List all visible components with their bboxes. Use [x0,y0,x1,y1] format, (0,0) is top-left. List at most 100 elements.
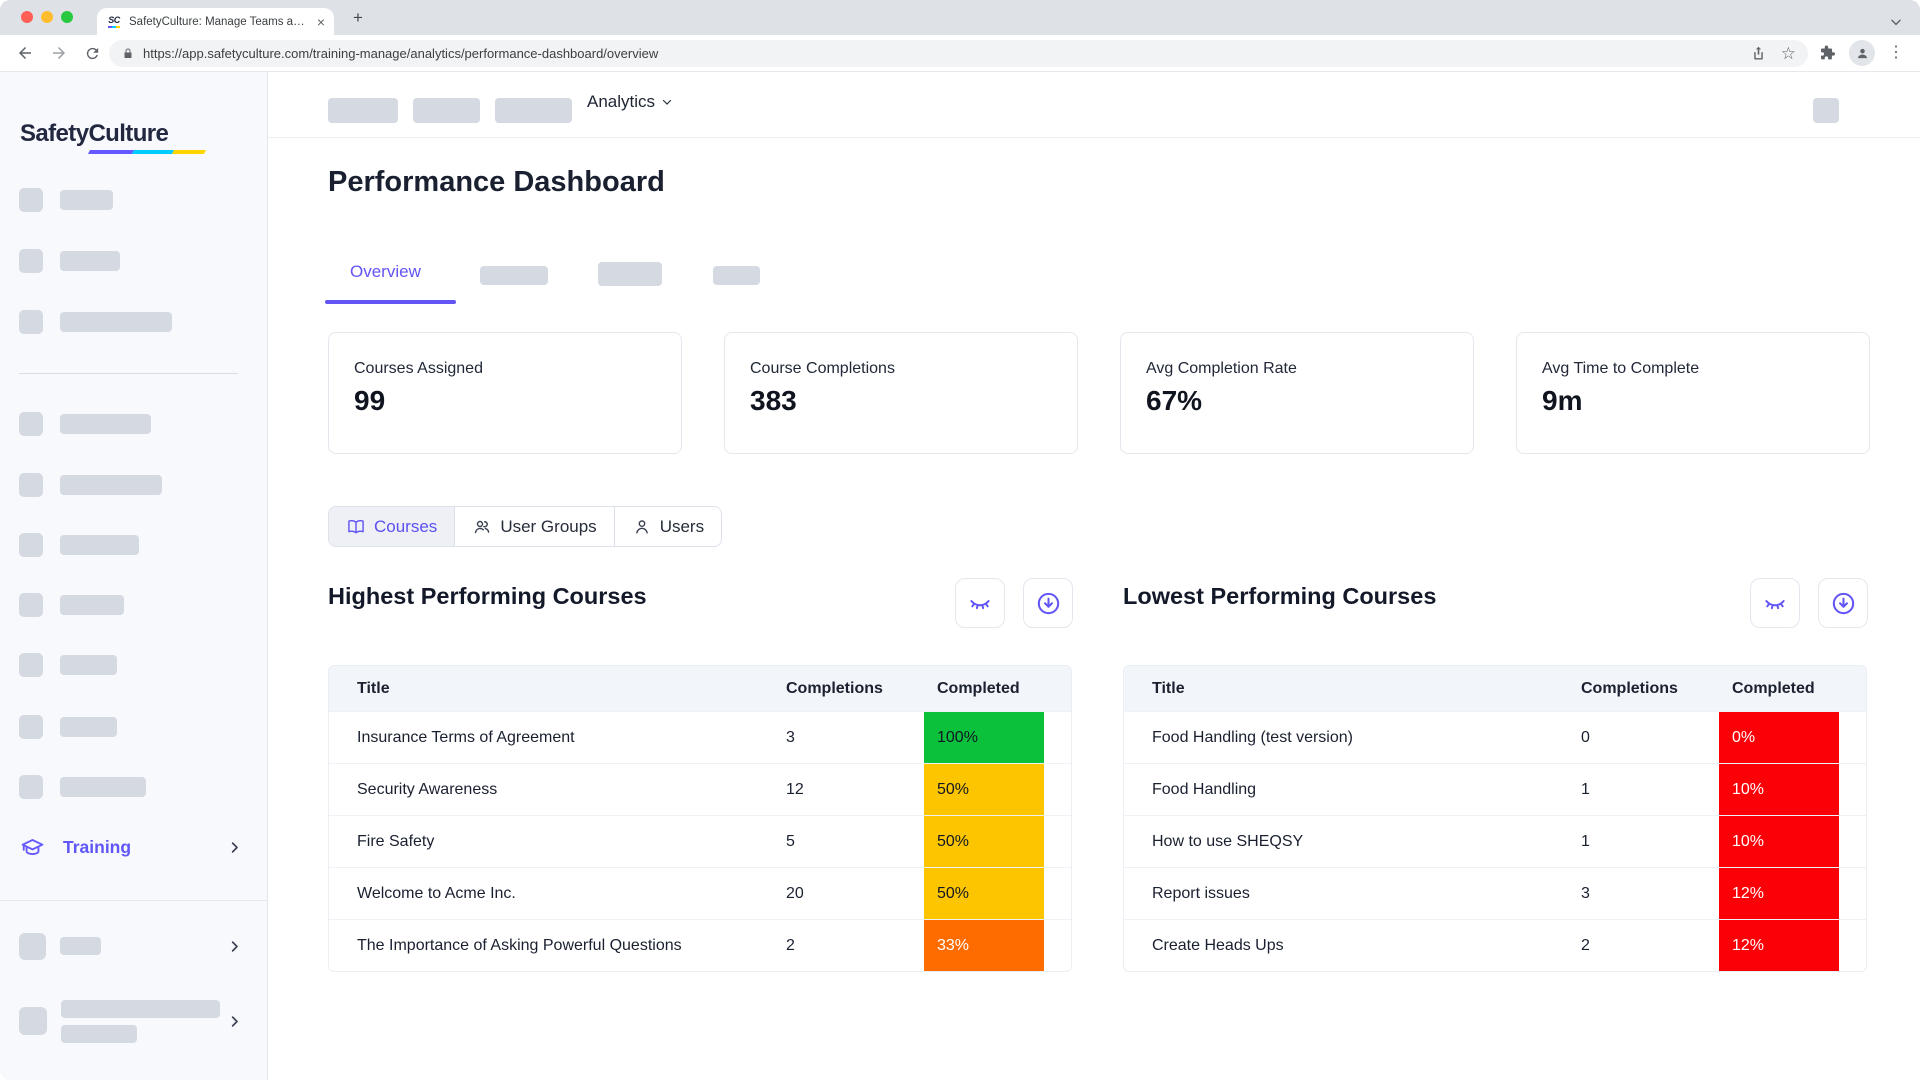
main-content: Analytics Performance Dashboard Overview… [268,72,1920,1080]
sidebar-skeleton-item [19,593,124,617]
chevron-right-icon [227,840,242,855]
lock-icon [122,47,134,60]
stat-card: Courses Assigned 99 [328,332,682,454]
highest-performing-heading: Highest Performing Courses [328,583,647,609]
browser-menu-icon[interactable]: ⋮ [1888,44,1904,61]
sidebar-item-training[interactable]: Training [0,833,268,861]
course-title: Food Handling (test version) [1152,728,1353,746]
sidebar-skeleton-item [19,249,120,273]
completed-percent: 50% [924,816,1044,867]
completed-cell: 12% [1719,920,1839,971]
user-group-icon [475,520,490,533]
new-tab-button[interactable]: + [353,8,363,27]
stat-label: Course Completions [750,360,895,377]
table-header: Title Completions Completed [329,666,1071,711]
url-text: https://app.safetyculture.com/training-m… [143,45,659,61]
segment-courses[interactable]: Courses [329,507,456,546]
completions-value: 12 [786,780,804,798]
eye-closed-icon [970,600,990,610]
sidebar-skeleton-item [19,188,113,212]
completions-value: 2 [786,936,795,954]
tab-close-icon[interactable]: × [316,13,325,30]
logo-gradient-underline [87,150,207,154]
user-icon [635,519,648,534]
topbar-right-skeleton [1813,98,1839,123]
graduation-cap-icon [20,835,45,860]
segment-user-groups[interactable]: User Groups [455,507,615,546]
segment-label: User Groups [500,516,597,536]
table-row[interactable]: Insurance Terms of Agreement 3 100% [329,711,1071,763]
eye-closed-icon [1765,600,1785,610]
analytics-dropdown[interactable]: Analytics [587,92,673,112]
sidebar-divider [19,373,238,374]
completed-percent: 12% [1719,920,1839,971]
breadcrumb-skeleton [495,98,572,123]
breadcrumb-bar: Analytics [268,72,1920,138]
table-row[interactable]: Report issues 3 12% [1124,867,1866,919]
completed-percent: 12% [1719,868,1839,919]
sidebar: SafetyCulture Training [0,72,268,1080]
maximize-window-icon[interactable] [61,11,73,23]
completed-percent: 10% [1719,764,1839,815]
browser-tab[interactable]: SC SafetyCulture: Manage Teams and ... × [97,8,334,35]
profile-avatar[interactable] [1849,40,1875,66]
hide-highest-button[interactable] [955,578,1005,628]
completions-value: 20 [786,884,804,902]
column-title: Title [1152,679,1185,697]
window-controls[interactable] [21,11,73,23]
table-header: Title Completions Completed [1124,666,1866,711]
completions-value: 2 [1581,936,1590,954]
stat-label: Avg Time to Complete [1542,360,1700,377]
table-row[interactable]: Security Awareness 12 50% [329,763,1071,815]
chevron-right-icon [227,1014,242,1029]
download-highest-button[interactable] [1023,578,1073,628]
column-completions: Completions [786,679,883,697]
column-completed: Completed [937,679,1020,697]
close-window-icon[interactable] [21,11,33,23]
address-bar[interactable]: https://app.safetyculture.com/training-m… [109,39,1808,67]
completions-value: 1 [1581,780,1590,798]
view-switcher: Courses User Groups Users [328,506,723,547]
completed-percent: 33% [924,920,1044,971]
table-row[interactable]: Welcome to Acme Inc. 20 50% [329,867,1071,919]
sidebar-bottom-item[interactable] [0,998,268,1044]
analytics-label: Analytics [587,92,656,111]
column-completed: Completed [1732,679,1815,697]
completed-cell: 12% [1719,868,1839,919]
completed-cell: 0% [1719,712,1839,763]
extensions-puzzle-icon[interactable] [1818,44,1836,62]
stat-value: 99 [354,385,386,416]
completed-cell: 33% [924,920,1044,971]
completed-cell: 50% [924,868,1044,919]
table-row[interactable]: Food Handling (test version) 0 0% [1124,711,1866,763]
completed-percent: 100% [924,712,1044,763]
course-title: Security Awareness [357,780,498,798]
active-tab-underline [325,300,456,304]
sidebar-skeleton-item [19,412,151,436]
lowest-performing-table: Title Completions Completed Food Handlin… [1123,665,1867,972]
hide-lowest-button[interactable] [1750,578,1800,628]
sidebar-skeleton-item [19,653,117,677]
completed-cell: 50% [924,764,1044,815]
table-row[interactable]: How to use SHEQSY 1 10% [1124,815,1866,867]
stat-card: Course Completions 383 [724,332,1078,454]
table-row[interactable]: Food Handling 1 10% [1124,763,1866,815]
download-lowest-button[interactable] [1818,578,1868,628]
table-row[interactable]: Fire Safety 5 50% [329,815,1071,867]
course-title: Fire Safety [357,832,435,850]
reload-icon[interactable] [84,45,101,62]
sidebar-bottom-item[interactable] [0,930,268,962]
course-title: How to use SHEQSY [1152,832,1304,850]
table-row[interactable]: The Importance of Asking Powerful Questi… [329,919,1071,971]
minimize-window-icon[interactable] [41,11,53,23]
share-icon[interactable] [1750,45,1767,62]
segment-users[interactable]: Users [614,507,722,546]
stat-cards: Courses Assigned 99 Course Completions 3… [328,332,1870,454]
chevron-down-icon[interactable] [1889,15,1903,29]
table-row[interactable]: Create Heads Ups 2 12% [1124,919,1866,971]
tab-overview[interactable]: Overview [350,262,421,281]
bookmark-star-icon[interactable]: ☆ [1780,43,1796,63]
forward-icon[interactable] [50,44,68,62]
browser-toolbar: https://app.safetyculture.com/training-m… [0,35,1920,72]
back-icon[interactable] [16,44,34,62]
